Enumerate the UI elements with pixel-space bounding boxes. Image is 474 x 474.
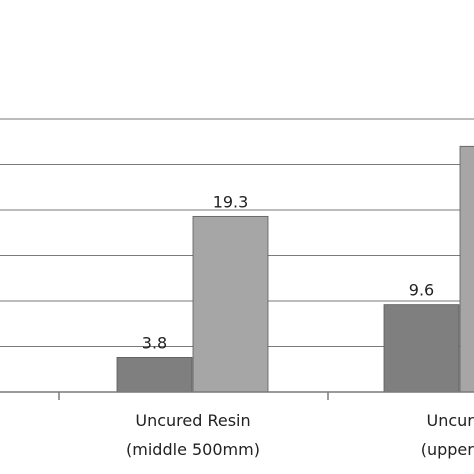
data-label: 3.8 [142,333,167,352]
category-label: Uncured [426,411,474,430]
bar [116,357,193,393]
category-label: (upper 30 [421,440,474,459]
x-axis-ticks [58,392,329,400]
bars [116,145,474,393]
bar [192,215,269,393]
data-labels: 3.8 9.6 19.3 [142,192,434,352]
bar [459,145,474,393]
category-label: (middle 500mm) [126,440,260,459]
category-label: Uncured Resin [135,411,250,430]
data-label: 19.3 [213,192,249,211]
data-label: 9.6 [409,281,434,300]
bar [383,304,460,393]
category-labels: Uncured Resin (middle 500mm) Uncured (upper… [126,411,474,459]
